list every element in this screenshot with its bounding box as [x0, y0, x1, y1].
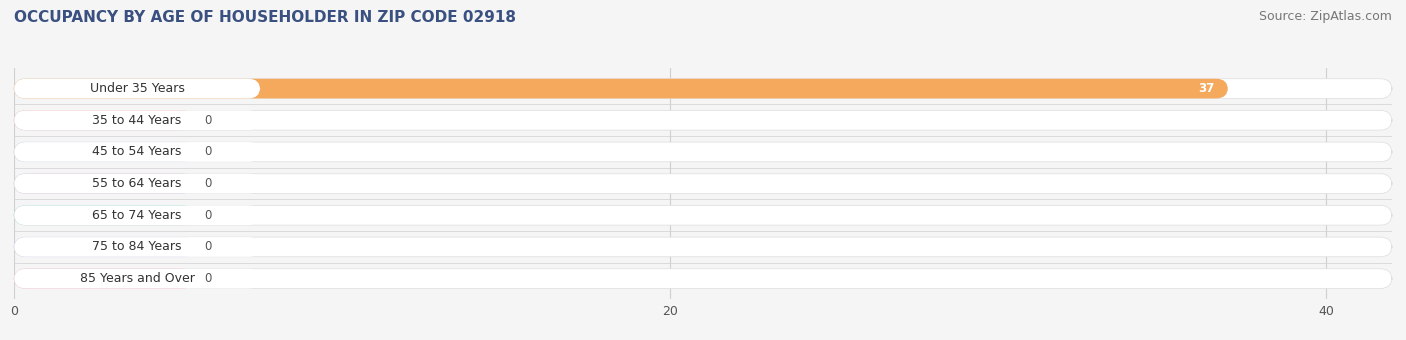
FancyBboxPatch shape: [14, 79, 1227, 98]
Text: 55 to 64 Years: 55 to 64 Years: [93, 177, 181, 190]
Text: 85 Years and Over: 85 Years and Over: [80, 272, 194, 285]
Text: OCCUPANCY BY AGE OF HOUSEHOLDER IN ZIP CODE 02918: OCCUPANCY BY AGE OF HOUSEHOLDER IN ZIP C…: [14, 10, 516, 25]
FancyBboxPatch shape: [14, 269, 260, 288]
Text: Source: ZipAtlas.com: Source: ZipAtlas.com: [1258, 10, 1392, 23]
Text: 0: 0: [204, 114, 212, 127]
FancyBboxPatch shape: [14, 237, 260, 257]
FancyBboxPatch shape: [14, 79, 260, 98]
FancyBboxPatch shape: [14, 205, 260, 225]
Text: 37: 37: [1198, 82, 1215, 95]
FancyBboxPatch shape: [14, 142, 1392, 162]
Text: 75 to 84 Years: 75 to 84 Years: [93, 240, 181, 253]
FancyBboxPatch shape: [14, 174, 1392, 193]
FancyBboxPatch shape: [14, 110, 194, 130]
FancyBboxPatch shape: [14, 237, 1392, 257]
Text: 65 to 74 Years: 65 to 74 Years: [93, 209, 181, 222]
FancyBboxPatch shape: [14, 269, 194, 288]
Text: 45 to 54 Years: 45 to 54 Years: [93, 146, 181, 158]
Text: 0: 0: [204, 240, 212, 253]
FancyBboxPatch shape: [14, 205, 194, 225]
FancyBboxPatch shape: [14, 269, 1392, 288]
FancyBboxPatch shape: [14, 142, 260, 162]
FancyBboxPatch shape: [14, 110, 1392, 130]
Text: Under 35 Years: Under 35 Years: [90, 82, 184, 95]
Text: 0: 0: [204, 177, 212, 190]
FancyBboxPatch shape: [14, 174, 260, 193]
FancyBboxPatch shape: [14, 79, 1392, 98]
Text: 0: 0: [204, 146, 212, 158]
FancyBboxPatch shape: [14, 237, 194, 257]
FancyBboxPatch shape: [14, 142, 194, 162]
FancyBboxPatch shape: [14, 110, 260, 130]
Text: 0: 0: [204, 272, 212, 285]
Text: 0: 0: [204, 209, 212, 222]
FancyBboxPatch shape: [14, 205, 1392, 225]
FancyBboxPatch shape: [14, 174, 194, 193]
Text: 35 to 44 Years: 35 to 44 Years: [93, 114, 181, 127]
